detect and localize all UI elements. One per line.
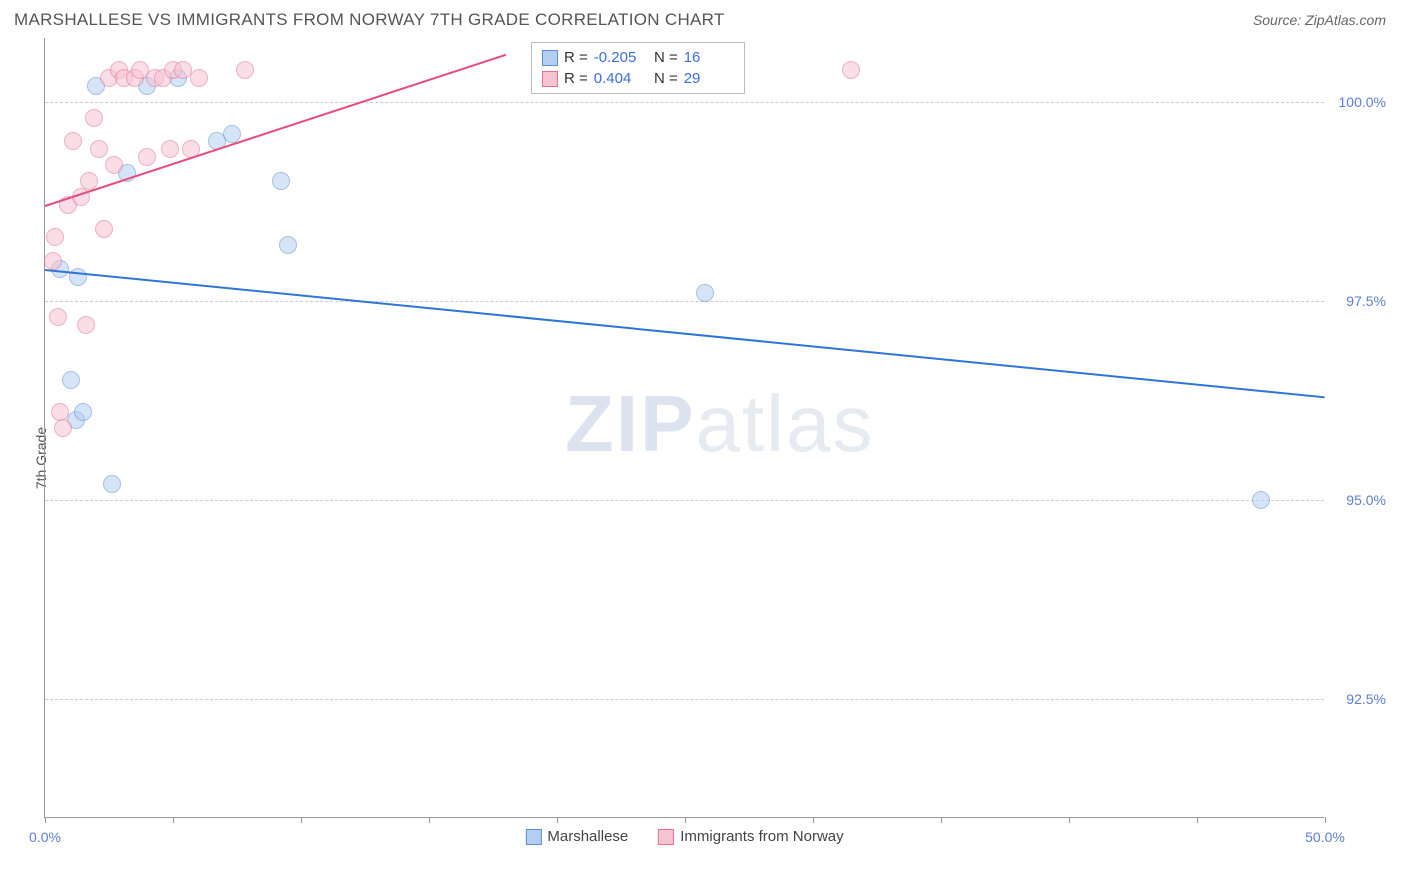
x-tick <box>173 817 174 823</box>
data-point <box>54 419 72 437</box>
data-point <box>236 61 254 79</box>
x-tick-label: 50.0% <box>1305 829 1345 845</box>
data-point <box>90 140 108 158</box>
legend: Marshallese Immigrants from Norway <box>525 828 843 845</box>
legend-label: Marshallese <box>547 828 628 845</box>
x-tick <box>1325 817 1326 823</box>
y-tick-label: 95.0% <box>1346 492 1386 508</box>
y-tick-label: 100.0% <box>1339 94 1386 110</box>
stat-n-value: 16 <box>684 49 734 66</box>
data-point <box>161 140 179 158</box>
data-point <box>46 228 64 246</box>
data-point <box>105 156 123 174</box>
data-point <box>223 125 241 143</box>
stat-r-label: R = <box>564 70 588 87</box>
data-point <box>62 371 80 389</box>
data-point <box>103 475 121 493</box>
plot-area: ZIPatlas 92.5%95.0%97.5%100.0%0.0%50.0%R… <box>44 38 1324 818</box>
watermark-light: atlas <box>695 379 874 468</box>
data-point <box>138 148 156 166</box>
data-point <box>44 252 62 270</box>
x-tick <box>301 817 302 823</box>
data-point <box>696 284 714 302</box>
x-tick <box>941 817 942 823</box>
data-point <box>190 69 208 87</box>
legend-item: Immigrants from Norway <box>658 828 843 845</box>
chart-header: MARSHALLESE VS IMMIGRANTS FROM NORWAY 7T… <box>0 0 1406 36</box>
x-tick <box>1069 817 1070 823</box>
data-point <box>279 236 297 254</box>
legend-label: Immigrants from Norway <box>680 828 843 845</box>
data-point <box>1252 491 1270 509</box>
series-swatch <box>542 71 558 87</box>
y-tick-label: 97.5% <box>1346 293 1386 309</box>
data-point <box>74 403 92 421</box>
series-swatch <box>542 50 558 66</box>
source-name: ZipAtlas.com <box>1305 12 1386 28</box>
x-tick <box>557 817 558 823</box>
stat-n-value: 29 <box>684 70 734 87</box>
x-tick <box>1197 817 1198 823</box>
watermark-bold: ZIP <box>565 379 695 468</box>
data-point <box>77 316 95 334</box>
grid-line <box>45 102 1324 103</box>
legend-item: Marshallese <box>525 828 628 845</box>
data-point <box>69 268 87 286</box>
stat-r-label: R = <box>564 49 588 66</box>
x-tick <box>813 817 814 823</box>
stats-row: R = 0.404 N = 29 <box>542 68 734 89</box>
stats-box: R = -0.205 N = 16 R = 0.404 N = 29 <box>531 42 745 94</box>
stat-n-label: N = <box>650 70 678 87</box>
legend-swatch <box>525 829 541 845</box>
x-tick <box>429 817 430 823</box>
stat-n-label: N = <box>650 49 678 66</box>
chart-source: Source: ZipAtlas.com <box>1253 12 1386 28</box>
grid-line <box>45 500 1324 501</box>
grid-line <box>45 699 1324 700</box>
chart-title: MARSHALLESE VS IMMIGRANTS FROM NORWAY 7T… <box>14 10 725 30</box>
trend-line <box>45 269 1325 398</box>
x-tick <box>685 817 686 823</box>
chart-container: 7th Grade ZIPatlas 92.5%95.0%97.5%100.0%… <box>14 38 1392 878</box>
data-point <box>272 172 290 190</box>
stat-r-value: -0.205 <box>594 49 644 66</box>
data-point <box>85 109 103 127</box>
x-tick <box>45 817 46 823</box>
stats-row: R = -0.205 N = 16 <box>542 47 734 68</box>
watermark: ZIPatlas <box>565 378 874 470</box>
legend-swatch <box>658 829 674 845</box>
grid-line <box>45 301 1324 302</box>
data-point <box>49 308 67 326</box>
data-point <box>64 132 82 150</box>
x-tick-label: 0.0% <box>29 829 61 845</box>
data-point <box>95 220 113 238</box>
y-tick-label: 92.5% <box>1346 691 1386 707</box>
source-prefix: Source: <box>1253 12 1305 28</box>
stat-r-value: 0.404 <box>594 70 644 87</box>
data-point <box>842 61 860 79</box>
